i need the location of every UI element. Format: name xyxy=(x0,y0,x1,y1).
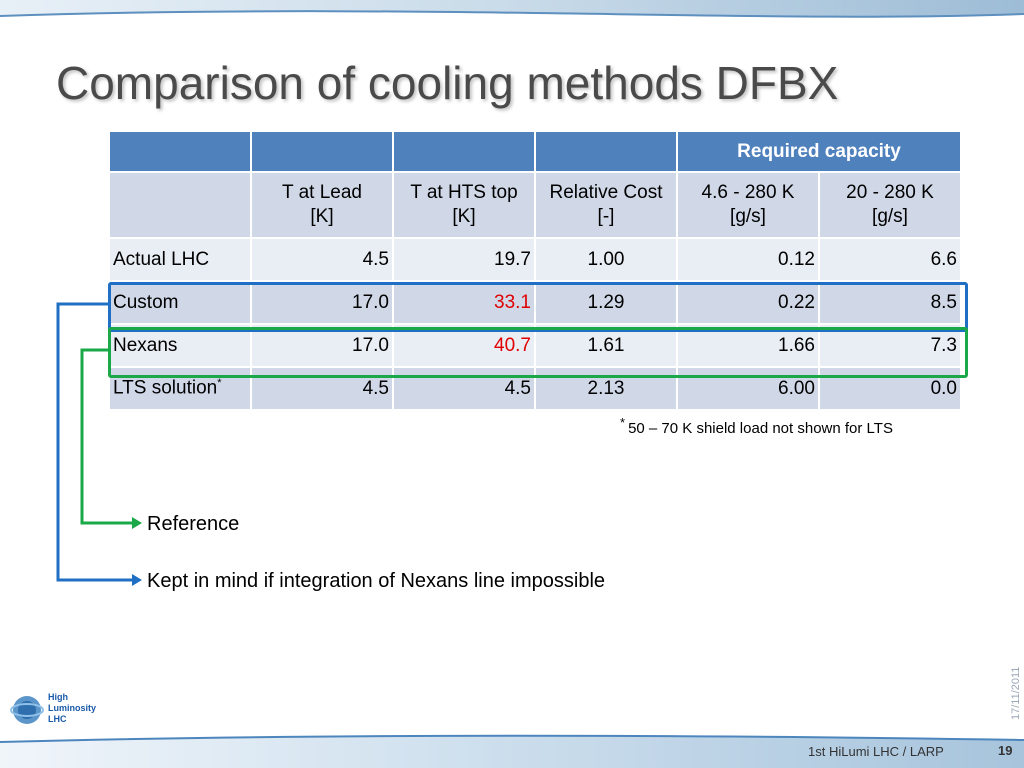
column-header-relative-cost: Relative Cost [-] xyxy=(534,171,678,239)
bottom-decor-band xyxy=(0,734,1024,768)
required-capacity-header: Required capacity xyxy=(676,130,962,173)
subheader-cell-empty xyxy=(108,171,252,239)
t-lead-value: 4.5 xyxy=(250,237,394,282)
capacity-20-value: 0.0 xyxy=(818,366,962,411)
reference-note: Reference xyxy=(147,513,240,535)
column-header-capacity-4-6: 4.6 - 280 K [g/s] xyxy=(676,171,820,239)
header-cell-empty xyxy=(534,130,678,173)
hilumi-logo-icon xyxy=(10,696,44,724)
blue-arrowhead-icon xyxy=(132,574,142,586)
cost-value: 1.00 xyxy=(534,237,678,282)
header-cell-empty xyxy=(392,130,536,173)
row-label: Actual LHC xyxy=(108,237,252,282)
cost-value: 2.13 xyxy=(534,366,678,411)
column-header-t-hts-top: T at HTS top [K] xyxy=(392,171,536,239)
blue-connector-arrow xyxy=(56,302,132,582)
header-cell-empty xyxy=(108,130,252,173)
column-header-capacity-20: 20 - 280 K [g/s] xyxy=(818,171,962,239)
footer-text: 1st HiLumi LHC / LARP xyxy=(808,744,944,759)
t-hts-value: 4.5 xyxy=(392,366,536,411)
footnote-star: * xyxy=(620,415,626,430)
top-decor-band xyxy=(0,0,1024,18)
t-lead-value: 17.0 xyxy=(250,280,394,325)
t-hts-value: 19.7 xyxy=(392,237,536,282)
capacity-20-value: 8.5 xyxy=(818,280,962,325)
page-number: 19 xyxy=(998,743,1013,758)
capacity-4-6-value: 6.00 xyxy=(676,366,820,411)
table-header-row: Required capacity xyxy=(108,130,962,173)
footnote-marker: * xyxy=(217,377,222,390)
header-cell-empty xyxy=(250,130,394,173)
table-row: Actual LHC 4.5 19.7 1.00 0.12 6.6 xyxy=(108,237,962,282)
table-row: LTS solution* 4.5 4.5 2.13 6.00 0.0 xyxy=(108,366,962,411)
custom-row-highlight-box xyxy=(108,282,968,332)
capacity-4-6-value: 0.12 xyxy=(676,237,820,282)
page-title: Comparison of cooling methods DFBX xyxy=(56,57,839,109)
row-label: LTS solution* xyxy=(108,366,252,411)
table-subheader-row: T at Lead [K] T at HTS top [K] Relative Co… xyxy=(108,171,962,239)
t-lead-value: 4.5 xyxy=(250,366,394,411)
t-hts-value-highlighted: 33.1 xyxy=(392,280,536,325)
comparison-table: Required capacity T at Lead [K] T at HTS … xyxy=(108,130,962,411)
footnote-text: 50 – 70 K shield load not shown for LTS xyxy=(628,420,893,437)
logo-text: High Luminosity LHC xyxy=(48,692,97,724)
nexans-row-highlight-box xyxy=(108,327,968,378)
cost-value: 1.29 xyxy=(534,280,678,325)
green-arrowhead-icon xyxy=(132,517,142,529)
kept-in-mind-note: Kept in mind if integration of Nexans li… xyxy=(147,570,606,592)
capacity-20-value: 6.6 xyxy=(818,237,962,282)
slide-date: 17/11/2011 xyxy=(1010,666,1022,720)
column-header-t-lead: T at Lead [K] xyxy=(250,171,394,239)
footnote: * 50 – 70 K shield load not shown for LTS xyxy=(620,415,893,437)
green-connector-arrow xyxy=(80,348,132,525)
